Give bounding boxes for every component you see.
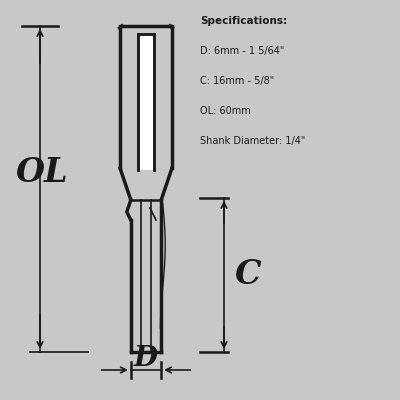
Text: D: 6mm - 1 5/64": D: 6mm - 1 5/64" — [200, 46, 284, 56]
Text: OL: OL — [16, 156, 68, 190]
Text: C: 16mm - 5/8": C: 16mm - 5/8" — [200, 76, 274, 86]
Text: OL: 60mm: OL: 60mm — [200, 106, 251, 116]
Text: C: C — [235, 258, 261, 292]
Text: Specifications:: Specifications: — [200, 16, 287, 26]
Text: D: D — [134, 344, 158, 372]
Text: Shank Diameter: 1/4": Shank Diameter: 1/4" — [200, 136, 305, 146]
Bar — [138, 34, 154, 170]
